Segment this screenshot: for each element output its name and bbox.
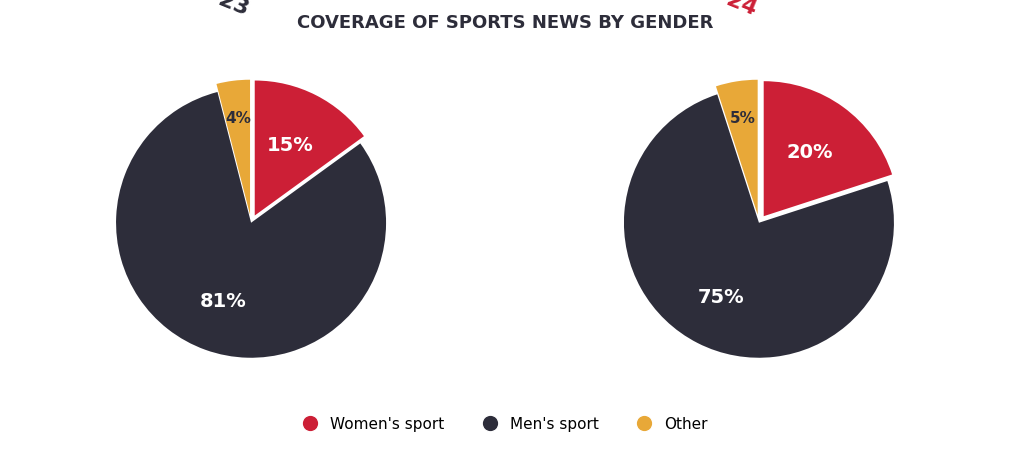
Text: 2022-23: 2022-23: [149, 0, 251, 20]
Text: 2023-24: 2023-24: [658, 0, 760, 20]
Text: 5%: 5%: [729, 111, 755, 126]
Text: 4%: 4%: [225, 111, 250, 126]
Wedge shape: [216, 80, 250, 215]
Wedge shape: [255, 81, 364, 216]
Legend: Women's sport, Men's sport, Other: Women's sport, Men's sport, Other: [296, 410, 714, 438]
Wedge shape: [716, 80, 758, 215]
Text: 20%: 20%: [787, 144, 833, 162]
Wedge shape: [764, 81, 892, 216]
Text: 81%: 81%: [199, 292, 246, 311]
Text: COVERAGE OF SPORTS NEWS BY GENDER: COVERAGE OF SPORTS NEWS BY GENDER: [297, 14, 713, 32]
Wedge shape: [116, 92, 386, 358]
Text: 75%: 75%: [698, 288, 744, 307]
Wedge shape: [624, 94, 894, 358]
Text: 15%: 15%: [267, 136, 314, 155]
